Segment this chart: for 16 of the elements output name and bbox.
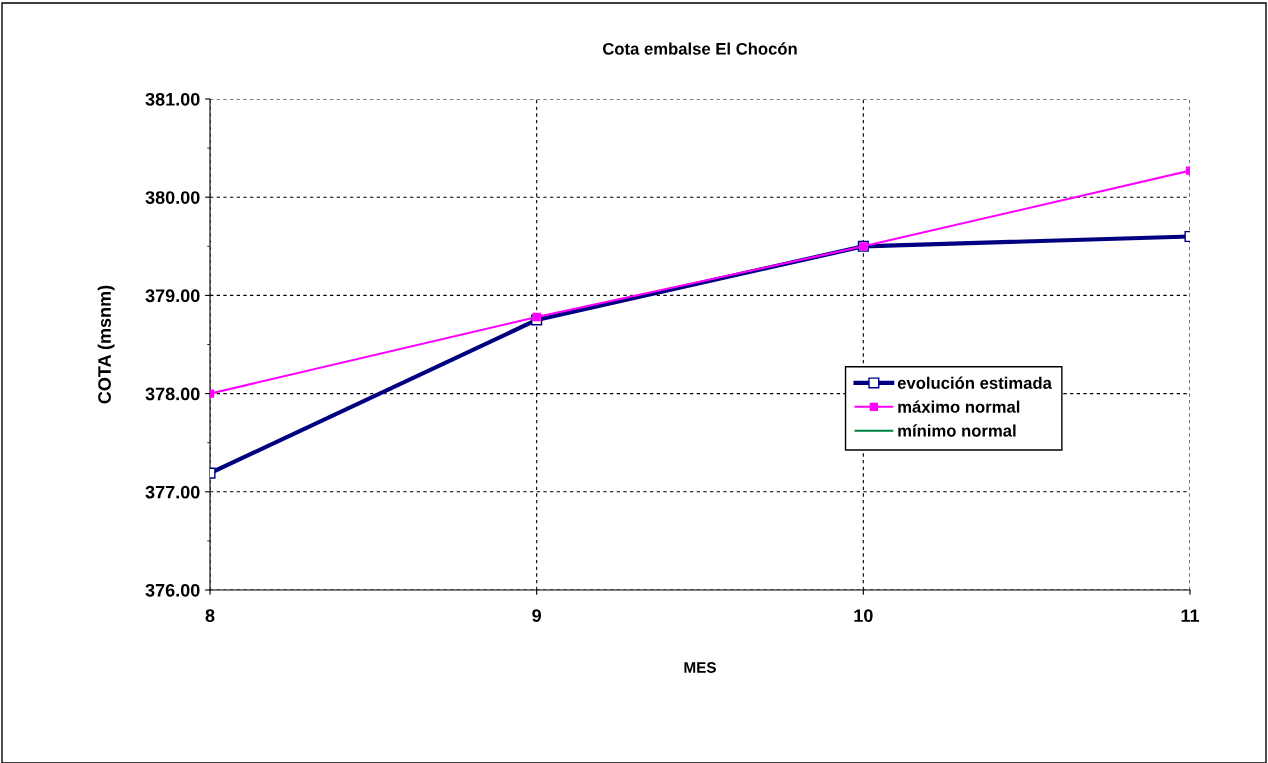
legend-label: máximo normal <box>898 400 1020 413</box>
legend-label: mínimo normal <box>898 424 1016 437</box>
x-tick-label: 11 <box>1181 609 1200 622</box>
x-axis-title: MES <box>684 662 716 673</box>
legend-label: evolución estimada <box>897 376 1052 389</box>
y-tick-label: 377.00 <box>145 485 200 499</box>
x-tick-label: 9 <box>532 609 542 623</box>
y-tick-label: 381.00 <box>145 92 200 106</box>
y-tick-label: 378.00 <box>145 387 200 401</box>
y-tick-label: 376.00 <box>145 583 200 597</box>
x-tick-label: 10 <box>854 609 873 623</box>
x-tick-label: 8 <box>205 609 215 623</box>
y-axis-title: COTA (msnm) <box>97 285 115 404</box>
chart-title: Cota embalse El Chocón <box>602 42 797 55</box>
y-tick-label: 379.00 <box>145 289 200 303</box>
y-tick-label: 380.00 <box>145 191 200 204</box>
